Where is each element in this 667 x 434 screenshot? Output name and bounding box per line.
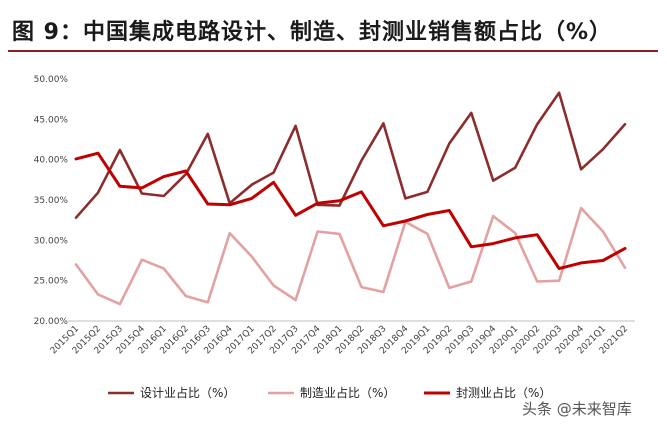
axis-layer: 20.00% 25.00% 30.00% 35.00% 40.00% 45.00% 50.0… bbox=[34, 75, 635, 356]
legend-label: 封测业占比（%） bbox=[456, 385, 551, 400]
y-tick-label: 50.00% bbox=[34, 75, 69, 85]
legend-label: 设计业占比（%） bbox=[140, 385, 235, 400]
y-tick-label: 45.00% bbox=[34, 115, 69, 125]
manufacturing-series-line bbox=[74, 206, 627, 306]
design-series-line bbox=[74, 91, 627, 219]
y-tick-label: 25.00% bbox=[34, 277, 69, 287]
y-tick-label: 20.00% bbox=[34, 317, 69, 327]
legend-label: 制造业占比（%） bbox=[300, 385, 395, 400]
packaging-series-line bbox=[74, 151, 627, 271]
series-layer bbox=[74, 91, 627, 306]
y-tick-label: 30.00% bbox=[34, 236, 69, 246]
chart-title: 图 9：中国集成电路设计、制造、封测业销售额占比（%） bbox=[12, 20, 613, 45]
legend: 设计业占比（%） 制造业占比（%） 封测业占比（%） bbox=[108, 385, 551, 400]
y-tick-label: 35.00% bbox=[34, 196, 69, 206]
title-divider bbox=[8, 50, 658, 52]
watermark: 头条 @未来智库 bbox=[522, 400, 632, 418]
y-tick-label: 40.00% bbox=[34, 156, 69, 166]
